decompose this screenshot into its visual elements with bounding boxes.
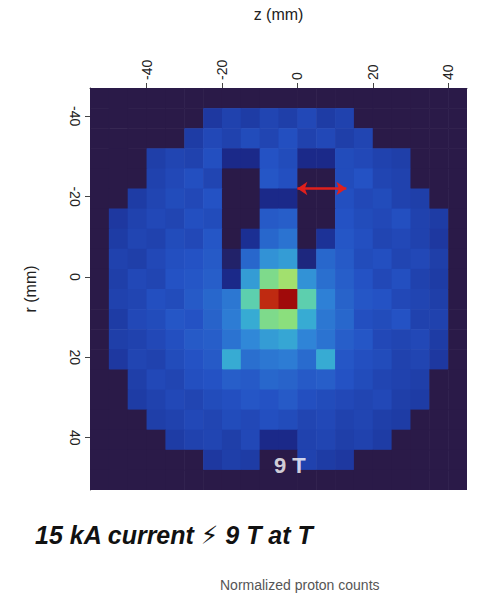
svg-text:-40: -40 [67,106,83,126]
svg-text:0: 0 [289,72,305,80]
svg-text:z (mm): z (mm) [254,6,304,23]
svg-text:0: 0 [67,273,83,281]
svg-text:40: 40 [67,430,83,446]
svg-text:-20: -20 [214,60,230,80]
svg-text:20: 20 [67,350,83,366]
svg-text:15 kA current ⚡ 9 T at T: 15 kA current ⚡ 9 T at T [35,521,316,549]
svg-text:40: 40 [440,64,456,80]
svg-text:9 T: 9 T [274,453,306,478]
svg-text:r (mm): r (mm) [22,265,39,312]
svg-text:Normalized proton counts: Normalized proton counts [220,577,380,593]
svg-text:20: 20 [365,64,381,80]
svg-text:-40: -40 [139,60,155,80]
svg-text:-20: -20 [67,186,83,206]
